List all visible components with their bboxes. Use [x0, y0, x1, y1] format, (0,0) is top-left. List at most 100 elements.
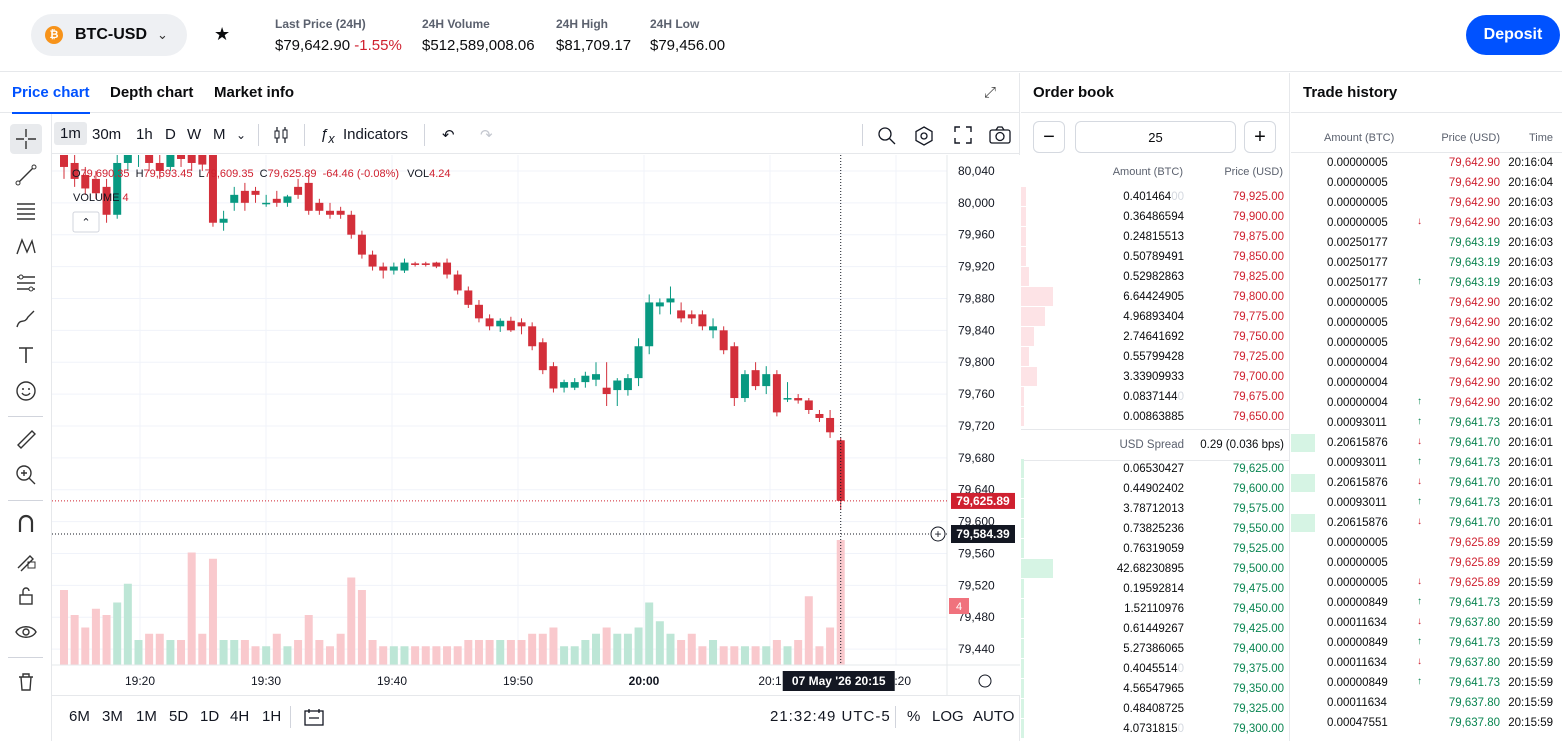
tab-market-info[interactable]: Market info	[214, 84, 295, 101]
decrease-aggregation-button[interactable]: −	[1033, 121, 1065, 153]
pattern-icon[interactable]	[10, 232, 42, 262]
fullscreen-icon[interactable]	[954, 126, 972, 148]
interval-1m[interactable]: 1m	[54, 122, 87, 145]
bid-row[interactable]: 0.61449267 79,425.00	[1021, 619, 1290, 639]
brush-icon[interactable]	[10, 304, 42, 334]
ask-row[interactable]: 0.00863885 79,650.00	[1021, 407, 1290, 427]
chevron-down-icon[interactable]: ⌄	[236, 128, 247, 142]
bid-row[interactable]: 0.19592814 79,475.00	[1021, 579, 1290, 599]
candle-body	[634, 346, 643, 379]
trade-row: 0.00000005 79,642.90 20:16:04	[1291, 173, 1562, 193]
volume-legend-label: VOLUME	[73, 192, 119, 204]
ask-row[interactable]: 0.24815513 79,875.00	[1021, 227, 1290, 247]
amount-digits: 1.52110976	[1124, 603, 1184, 615]
volume-bar	[730, 646, 739, 665]
legend-vol-label: VOL	[407, 168, 429, 180]
bid-row[interactable]: 3.78712013 79,575.00	[1021, 499, 1290, 519]
volume-bar	[347, 577, 356, 665]
interval-d[interactable]: D	[165, 126, 176, 143]
indicators-button[interactable]: Indicators	[343, 126, 409, 143]
star-icon[interactable]: ★	[214, 24, 231, 44]
date-range-icon[interactable]	[304, 708, 324, 730]
magnet-icon[interactable]	[10, 509, 42, 539]
crosshair-icon[interactable]	[10, 124, 42, 154]
volume-legend: VOLUME 4	[73, 192, 129, 204]
eye-icon[interactable]	[10, 617, 42, 647]
auto-toggle[interactable]: AUTO	[973, 708, 1015, 725]
lock-icon[interactable]	[10, 581, 42, 611]
bid-row[interactable]: 4.07318150 79,300.00	[1021, 719, 1290, 739]
bid-row[interactable]: 0.40455140 79,375.00	[1021, 659, 1290, 679]
range-1d[interactable]: 1D	[200, 708, 220, 725]
tab-depth-chart[interactable]: Depth chart	[110, 84, 194, 101]
range-1h[interactable]: 1H	[262, 708, 282, 725]
bid-row[interactable]: 5.27386065 79,400.00	[1021, 639, 1290, 659]
log-toggle[interactable]: LOG	[932, 708, 964, 725]
redo-icon[interactable]: ↷	[480, 127, 493, 144]
ruler-icon[interactable]	[10, 424, 42, 454]
add-alert-icon[interactable]	[930, 526, 946, 542]
depth-bar	[1021, 639, 1024, 658]
interval-1h[interactable]: 1h	[136, 126, 153, 143]
ask-row[interactable]: 0.36486594 79,900.00	[1021, 207, 1290, 227]
trade-row: 0.00000005 79,642.90 20:16:03	[1291, 193, 1562, 213]
interval-m[interactable]: M	[213, 126, 226, 143]
emoji-icon[interactable]	[10, 376, 42, 406]
ask-row[interactable]: 0.08371440 79,675.00	[1021, 387, 1290, 407]
deposit-button[interactable]: Deposit	[1466, 15, 1560, 55]
trend-line-icon[interactable]	[10, 160, 42, 190]
ask-row[interactable]: 6.64424905 79,800.00	[1021, 287, 1290, 307]
candle-type-icon[interactable]	[272, 126, 290, 148]
bid-row[interactable]: 4.56547965 79,350.00	[1021, 679, 1290, 699]
order-amount: 0.00863885	[1123, 411, 1184, 423]
settings-icon[interactable]	[914, 126, 934, 150]
quick-search-icon[interactable]	[877, 126, 897, 150]
camera-icon[interactable]	[989, 126, 1011, 148]
ask-row[interactable]: 2.74641692 79,750.00	[1021, 327, 1290, 347]
lock-drawing-icon[interactable]	[10, 545, 42, 575]
range-6m[interactable]: 6M	[69, 708, 90, 725]
bid-row[interactable]: 1.52110976 79,450.00	[1021, 599, 1290, 619]
amount-digits: 0.44902402	[1123, 483, 1184, 495]
expand-icon[interactable]: ⤢	[984, 84, 997, 101]
ask-row[interactable]: 0.52982863 79,825.00	[1021, 267, 1290, 287]
zoom-in-icon[interactable]	[10, 460, 42, 490]
trash-icon[interactable]	[10, 667, 42, 697]
tab-price-chart[interactable]: Price chart	[12, 84, 90, 114]
price-chart-canvas[interactable]: 80,040 80,000 79,960 79,920 79,880 79,840 79,8…	[52, 155, 1020, 695]
interval-30m[interactable]: 30m	[92, 126, 122, 143]
percent-toggle[interactable]: %	[907, 708, 921, 725]
prediction-icon[interactable]	[10, 268, 42, 298]
range-3m[interactable]: 3M	[102, 708, 123, 725]
candle-body	[347, 214, 356, 235]
axis-settings-icon[interactable]	[978, 674, 992, 688]
trade-row: 0.00250177 ↑ 79,643.19 20:16:03	[1291, 273, 1562, 293]
ask-row[interactable]: 0.55799428 79,725.00	[1021, 347, 1290, 367]
aggregation-value[interactable]: 25	[1075, 121, 1236, 153]
undo-icon[interactable]: ↶	[442, 127, 455, 144]
function-icon[interactable]: ƒx	[320, 126, 335, 146]
trade-row: 0.00000005 79,642.90 20:16:02	[1291, 313, 1562, 333]
ask-row[interactable]: 4.96893404 79,775.00	[1021, 307, 1290, 327]
pair-selector[interactable]: ₿ BTC-USD ⌄	[31, 14, 187, 56]
ask-row[interactable]: 0.40146400 79,925.00	[1021, 187, 1290, 207]
volume-tag	[949, 598, 969, 614]
collapse-legend-button[interactable]	[72, 211, 100, 233]
bid-row[interactable]: 0.76319059 79,525.00	[1021, 539, 1290, 559]
trade-price: 79,641.70	[1448, 477, 1500, 489]
interval-w[interactable]: W	[187, 126, 202, 143]
range-4h[interactable]: 4H	[230, 708, 250, 725]
bid-row[interactable]: 42.68230895 79,500.00	[1021, 559, 1290, 579]
ask-row[interactable]: 0.50789491 79,850.00	[1021, 247, 1290, 267]
bid-row[interactable]: 0.44902402 79,600.00	[1021, 479, 1290, 499]
range-5d[interactable]: 5D	[169, 708, 189, 725]
bid-row[interactable]: 0.06530427 79,625.00	[1021, 459, 1290, 479]
text-icon[interactable]	[10, 340, 42, 370]
ask-row[interactable]: 3.33909933 79,700.00	[1021, 367, 1290, 387]
range-1m[interactable]: 1M	[136, 708, 157, 725]
fib-lines-icon[interactable]	[10, 196, 42, 226]
bid-row[interactable]: 0.73825236 79,550.00	[1021, 519, 1290, 539]
col-amount-header: Amount (BTC)	[1324, 132, 1395, 144]
bid-row[interactable]: 0.48408725 79,325.00	[1021, 699, 1290, 719]
increase-aggregation-button[interactable]: +	[1244, 121, 1276, 153]
